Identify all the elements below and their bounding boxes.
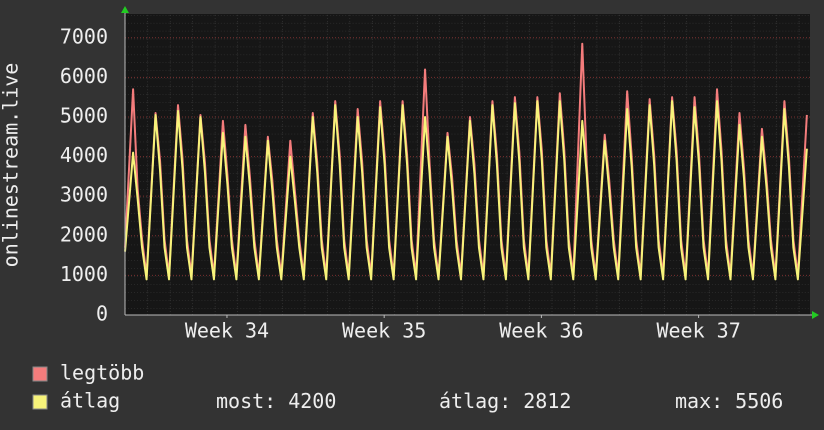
stat-value: 2812: [523, 389, 571, 413]
grid: [125, 37, 810, 318]
x-tick-label: Week 37: [656, 319, 740, 343]
x-tick-label: Week 34: [185, 319, 269, 343]
y-tick-label: 0: [96, 302, 108, 326]
legend-swatch: [32, 394, 48, 410]
y-tick-label: 1000: [60, 262, 108, 286]
axes: [121, 6, 819, 319]
legend-label: átlag: [60, 389, 120, 413]
stat-value: 5506: [735, 389, 783, 413]
y-tick-label: 4000: [60, 143, 108, 167]
stat-label: most:: [216, 389, 276, 413]
stat-label: max:: [675, 389, 723, 413]
stat: most: 4200: [216, 389, 336, 413]
y-tick-label: 5000: [60, 103, 108, 127]
legend-swatch: [32, 366, 48, 382]
lines: [124, 42, 808, 281]
y-tick-label: 3000: [60, 183, 108, 207]
y-tick-label: 2000: [60, 222, 108, 246]
y-tick-label: 7000: [60, 24, 108, 48]
y-axis-label: onlinestream.live: [0, 63, 23, 268]
y-arrow: [121, 6, 129, 13]
x-arrow: [812, 311, 819, 319]
legend-label: legtöbb: [60, 361, 144, 385]
stat-value: 4200: [288, 389, 336, 413]
series-line: [124, 100, 808, 281]
stat: átlag: 2812: [439, 389, 571, 413]
y-tick-label: 6000: [60, 64, 108, 88]
x-tick-label: Week 36: [499, 319, 583, 343]
x-tick-label: Week 35: [342, 319, 426, 343]
stat: max: 5506: [675, 389, 783, 413]
labels: 0 1000 2000 3000 4000 5000 6000 7000 Week 34 Week…: [32, 24, 783, 413]
stat-label: átlag:: [439, 389, 511, 413]
